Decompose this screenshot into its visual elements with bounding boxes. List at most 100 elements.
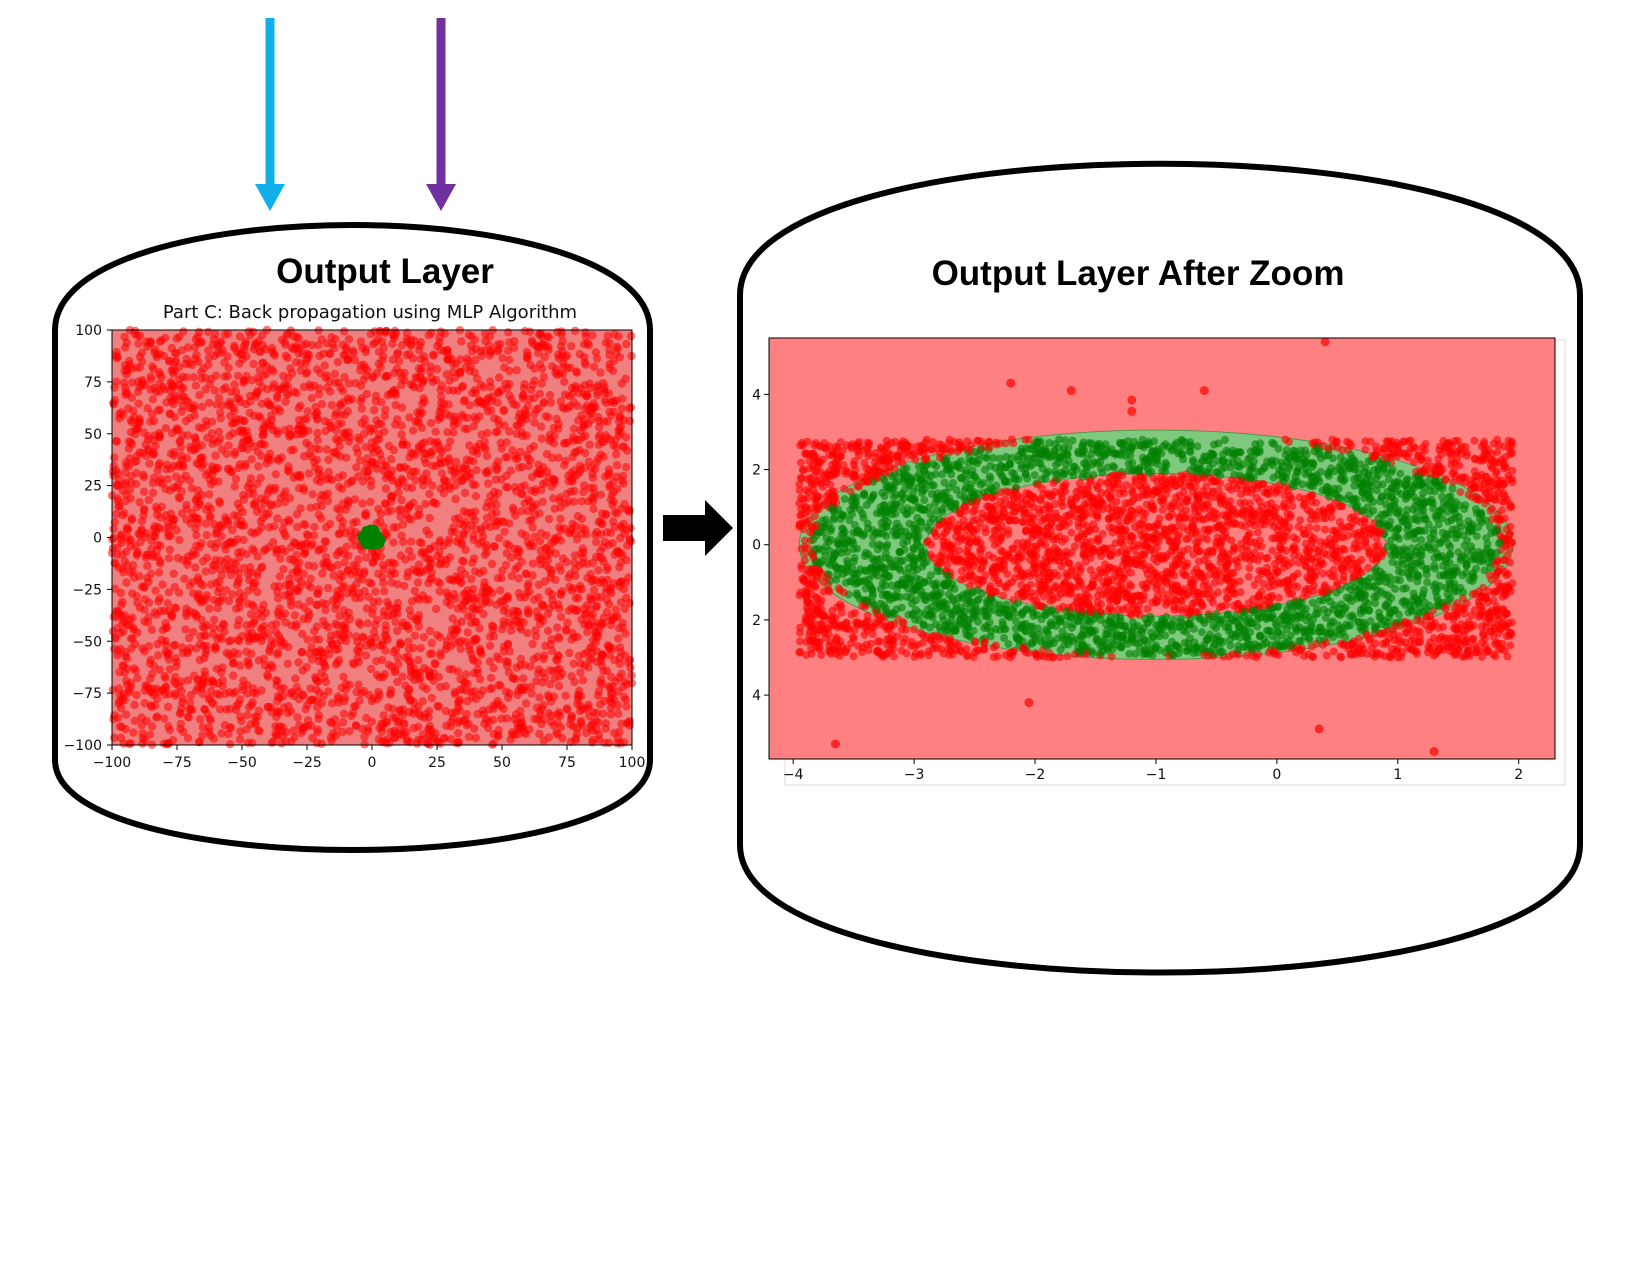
data-point xyxy=(339,351,348,360)
data-point xyxy=(325,644,334,654)
data-point xyxy=(539,736,548,745)
data-point xyxy=(414,722,423,731)
data-point xyxy=(215,583,224,593)
data-point xyxy=(273,607,283,617)
data-point xyxy=(248,600,257,609)
data-point xyxy=(225,740,235,749)
data-point xyxy=(239,592,248,601)
data-point xyxy=(544,413,553,422)
y-tick-label: −75 xyxy=(72,686,102,702)
data-point xyxy=(435,538,444,547)
data-point xyxy=(199,597,208,606)
data-point xyxy=(118,661,127,670)
data-point xyxy=(570,558,579,567)
data-point xyxy=(368,609,377,618)
data-point xyxy=(306,574,315,583)
data-point xyxy=(149,416,159,426)
data-point xyxy=(442,555,451,565)
data-point xyxy=(443,428,452,437)
data-point xyxy=(500,527,509,536)
data-point xyxy=(610,656,619,665)
data-point xyxy=(300,603,309,612)
data-point xyxy=(194,423,204,432)
data-point xyxy=(463,612,473,621)
data-point xyxy=(249,359,258,369)
data-point xyxy=(487,621,497,630)
data-point xyxy=(620,604,629,614)
data-point xyxy=(349,348,358,358)
data-point xyxy=(465,441,474,450)
data-point xyxy=(314,585,323,594)
data-point xyxy=(287,687,296,697)
data-point xyxy=(396,551,405,560)
data-point xyxy=(303,614,313,624)
data-point xyxy=(544,514,554,524)
data-point xyxy=(111,466,121,475)
data-point xyxy=(133,673,142,683)
data-point xyxy=(522,569,531,579)
data-point xyxy=(565,648,574,658)
data-point xyxy=(301,548,310,557)
data-point xyxy=(540,577,550,586)
data-point xyxy=(605,644,614,653)
data-point xyxy=(468,654,477,663)
data-point xyxy=(214,427,224,436)
data-point xyxy=(374,359,383,368)
data-point xyxy=(335,513,344,523)
data-point xyxy=(243,570,253,579)
data-point xyxy=(168,736,178,745)
data-point xyxy=(592,647,601,656)
data-point xyxy=(193,486,203,495)
data-point xyxy=(247,649,256,658)
data-point xyxy=(310,627,319,636)
data-point xyxy=(449,428,458,437)
data-point xyxy=(211,560,220,570)
data-point xyxy=(125,615,135,624)
data-point xyxy=(432,365,442,374)
data-point xyxy=(407,341,416,350)
data-point xyxy=(352,444,361,453)
data-point xyxy=(386,689,395,698)
data-point xyxy=(201,649,210,658)
data-point xyxy=(582,728,591,737)
data-point xyxy=(550,431,559,441)
data-point xyxy=(325,418,334,427)
left-panel-title: Output Layer xyxy=(276,252,494,291)
data-point xyxy=(601,724,610,733)
data-point xyxy=(247,528,256,537)
data-point xyxy=(148,669,157,678)
data-point xyxy=(489,739,498,748)
data-point xyxy=(180,574,189,583)
data-point xyxy=(217,729,226,738)
data-point xyxy=(153,505,162,514)
data-point xyxy=(554,424,563,433)
data-point xyxy=(276,554,285,563)
data-point xyxy=(182,611,191,621)
data-point xyxy=(309,531,319,540)
data-point xyxy=(121,387,131,396)
data-point xyxy=(577,497,586,506)
data-point xyxy=(312,365,322,374)
data-point xyxy=(273,677,282,686)
data-point xyxy=(622,433,631,442)
data-point xyxy=(269,380,279,389)
data-point xyxy=(535,614,544,623)
data-point xyxy=(320,672,329,682)
data-point xyxy=(377,337,387,346)
data-point xyxy=(404,637,413,646)
data-point xyxy=(117,600,126,609)
data-point xyxy=(281,397,290,406)
data-point xyxy=(543,332,552,341)
data-point xyxy=(494,373,504,382)
data-point xyxy=(422,469,431,478)
data-point xyxy=(314,390,324,399)
data-point xyxy=(416,668,425,677)
data-point xyxy=(547,566,556,575)
data-point xyxy=(127,393,137,402)
data-point xyxy=(236,661,245,670)
data-point xyxy=(283,659,292,668)
data-point xyxy=(284,389,293,398)
data-point xyxy=(841,467,850,475)
data-point xyxy=(459,507,469,516)
data-point xyxy=(207,698,217,707)
